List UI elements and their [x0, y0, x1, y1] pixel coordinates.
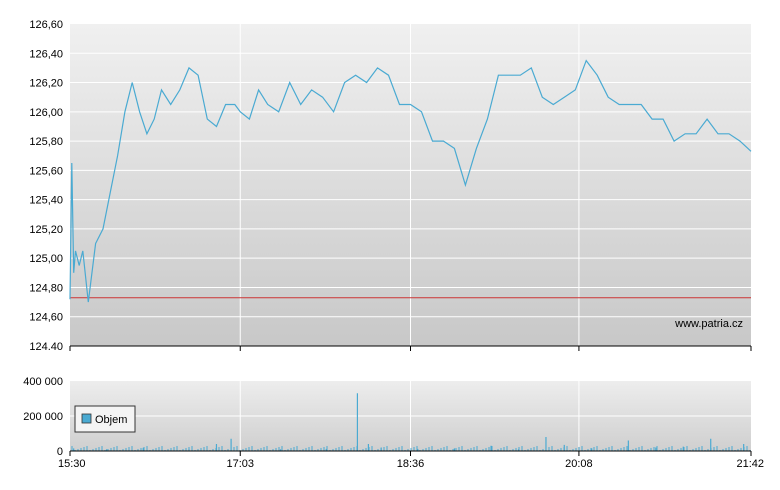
price-y-tick-label: 125,40 [29, 195, 63, 207]
price-series-line [69, 59, 752, 303]
price-y-tick-label: 125,20 [29, 224, 63, 236]
price-y-tick-label: 126,40 [29, 48, 63, 60]
price-y-tick-label: 125,00 [29, 253, 63, 265]
x-tick-label: 17:03 [226, 458, 254, 470]
volume-y-tick-label: 200 000 [23, 411, 63, 423]
price-panel: 126,60 126,40 126,20 126,00 125,80 125,60 125,… [29, 19, 752, 353]
legend-label: Objem [95, 414, 127, 426]
legend: Objem [74, 405, 136, 433]
volume-y-axis: 400 000 200 000 0 [23, 376, 63, 458]
x-tick-label: 15:30 [58, 458, 86, 470]
price-gridlines [70, 24, 751, 346]
price-y-tick-label: 124,80 [29, 282, 63, 294]
price-y-axis: 126,60 126,40 126,20 126,00 125,80 125,60 125,… [29, 19, 63, 353]
price-y-tick-label: 124,60 [29, 312, 63, 324]
price-y-tick-label: 126,20 [29, 78, 63, 90]
price-y-tick-label: 124.40 [29, 341, 63, 353]
volume-gridlines [70, 381, 751, 451]
volume-panel: 400 000 200 000 0 15:30 17:03 18:36 20:08 21:4… [23, 376, 764, 470]
volume-x-axis: 15:30 17:03 18:36 20:08 21:42 [58, 451, 764, 470]
x-tick-label: 18:36 [397, 458, 425, 470]
price-y-tick-label: 125,60 [29, 165, 63, 177]
price-x-axis [69, 346, 752, 351]
legend-swatch [81, 413, 92, 424]
price-y-tick-label: 125,80 [29, 136, 63, 148]
price-y-tick-label: 126,00 [29, 107, 63, 119]
x-tick-label: 21:42 [736, 458, 764, 470]
volume-y-tick-label: 0 [57, 446, 63, 458]
volume-y-tick-label: 400 000 [23, 376, 63, 388]
watermark: www.patria.cz [674, 318, 743, 330]
price-y-tick-label: 126,60 [29, 19, 63, 31]
x-tick-label: 20:08 [565, 458, 593, 470]
